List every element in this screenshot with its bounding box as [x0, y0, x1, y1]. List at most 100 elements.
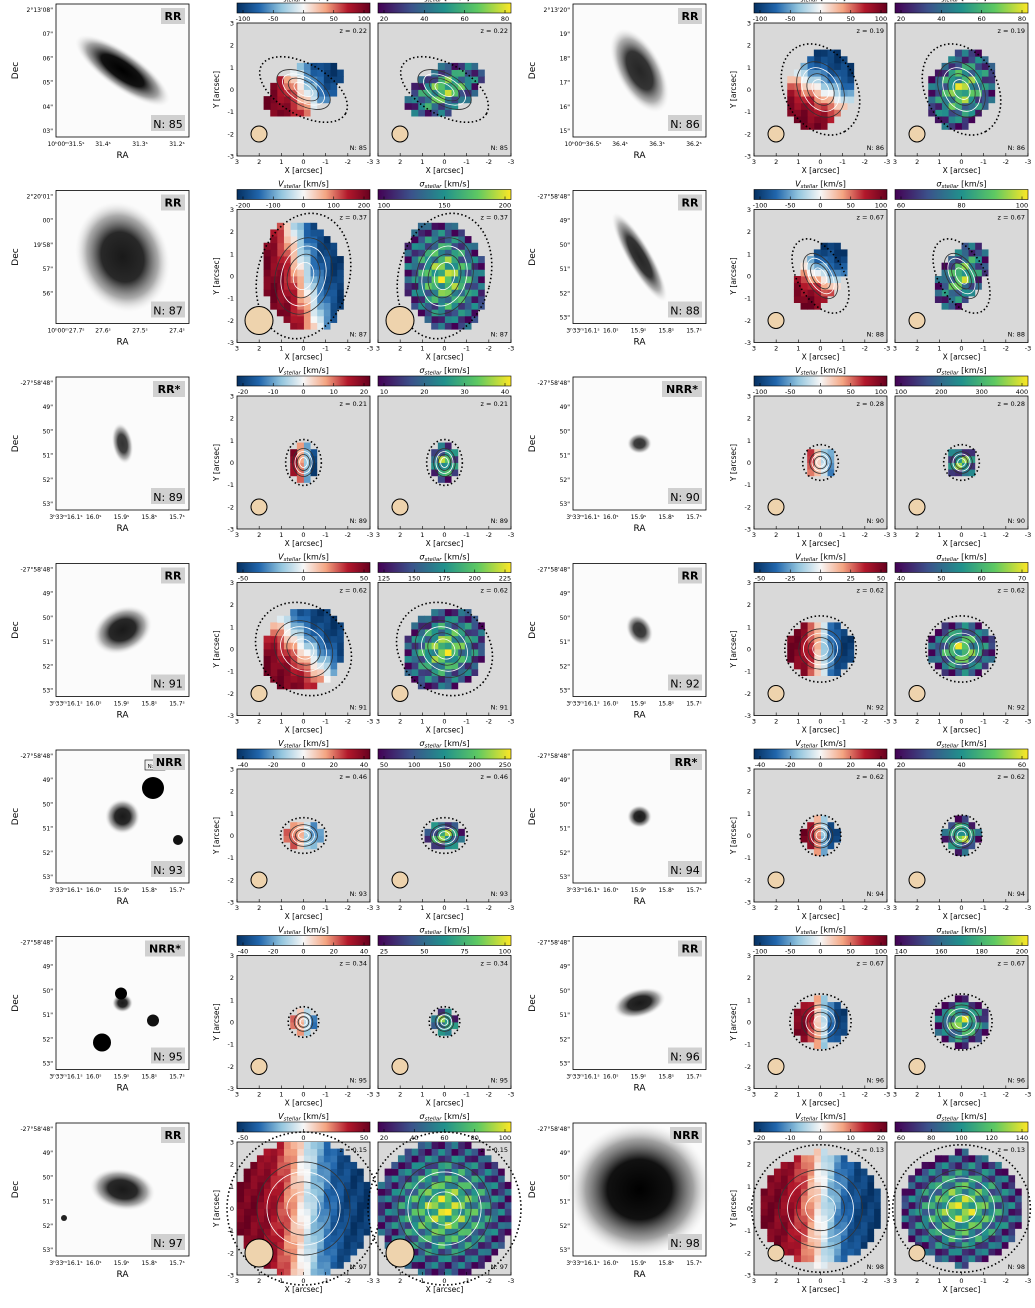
spaxel — [827, 1035, 835, 1043]
spaxel — [464, 262, 472, 270]
x-axis-label: X [arcsec] — [802, 353, 840, 362]
spaxel — [827, 1208, 835, 1216]
class-badge-bg — [161, 567, 185, 584]
spaxel — [457, 62, 465, 70]
spaxel — [343, 1228, 351, 1236]
spaxel — [464, 1201, 472, 1209]
x-tick-label: 1 — [420, 904, 424, 912]
spaxel — [793, 89, 801, 97]
spaxel — [276, 662, 284, 670]
spaxel — [397, 1181, 405, 1189]
spaxel — [974, 629, 982, 637]
psf-circle — [908, 1058, 926, 1075]
spaxel — [968, 1155, 976, 1163]
spaxel — [813, 269, 821, 277]
spaxel — [303, 256, 311, 264]
spaxel — [424, 229, 432, 237]
effective-radius-ellipse — [750, 1143, 891, 1274]
redshift-label: z = 0.13 — [857, 1146, 884, 1154]
spaxel — [847, 1188, 855, 1196]
spaxel — [350, 1228, 358, 1236]
spaxel — [263, 1221, 271, 1229]
colorbar-title: σstellar [km/s] — [419, 180, 469, 191]
spaxel — [767, 1228, 775, 1236]
flux-contour — [947, 73, 976, 106]
spaxel — [290, 1215, 298, 1223]
spaxel — [457, 1201, 465, 1209]
spaxel — [954, 1175, 962, 1183]
spaxel — [820, 69, 828, 77]
spaxel — [934, 642, 942, 650]
spaxel — [813, 69, 821, 77]
map-n-label: N: 96 — [867, 1077, 884, 1085]
x-axis-label: X [arcsec] — [943, 1099, 981, 1108]
spaxel — [457, 69, 465, 77]
spaxel — [793, 282, 801, 290]
x-tick-label: 3 — [376, 904, 380, 912]
spaxel — [464, 295, 472, 303]
redshift-label: z = 0.13 — [998, 1146, 1025, 1154]
colorbar-tick-label: -20 — [268, 948, 279, 956]
colorbar-tick-label: 100 — [499, 948, 511, 956]
spaxel — [934, 1201, 942, 1209]
spaxel — [243, 1195, 251, 1203]
spaxel — [941, 1248, 949, 1256]
spaxel — [800, 82, 808, 90]
ra-axis-label: RA — [633, 524, 646, 534]
spaxel — [451, 635, 459, 643]
spaxel — [296, 642, 304, 650]
colorbar-tick-label: -50 — [785, 948, 796, 956]
spaxel — [961, 1161, 969, 1169]
spaxel — [417, 229, 425, 237]
dec-tick-label: 05" — [43, 80, 54, 87]
spaxel — [424, 1261, 432, 1269]
flux-contour — [805, 1194, 836, 1223]
spaxel — [954, 622, 962, 630]
y-tick-label: -2 — [228, 1063, 234, 1071]
spaxel — [813, 96, 821, 104]
spaxel — [464, 1208, 472, 1216]
x-tick-label: 2 — [774, 531, 778, 539]
spaxel — [457, 835, 465, 843]
spaxel — [780, 1208, 788, 1216]
spaxel — [833, 1235, 841, 1243]
spaxel — [968, 102, 976, 110]
colorbar-tick-label: 70 — [1018, 575, 1026, 583]
spaxel — [934, 1228, 942, 1236]
spaxel — [290, 1201, 298, 1209]
spaxel — [948, 1208, 956, 1216]
spaxel — [296, 109, 304, 117]
spaxel — [310, 1221, 318, 1229]
x-tick-label: -2 — [862, 904, 868, 912]
n-badge-bg — [151, 1047, 185, 1064]
spaxel — [310, 249, 318, 257]
spaxel — [793, 82, 801, 90]
spaxel — [444, 102, 452, 110]
map-n-label: N: 89 — [350, 517, 367, 525]
spaxel — [270, 289, 278, 297]
x-tick-label: -3 — [367, 1091, 373, 1099]
x-tick-label: -2 — [486, 904, 492, 912]
spaxel — [840, 1175, 848, 1183]
spaxel — [451, 1022, 459, 1030]
spaxel — [431, 1201, 439, 1209]
spaxel — [451, 1201, 459, 1209]
spaxel — [237, 1181, 245, 1189]
spaxel — [954, 1208, 962, 1216]
spaxel — [961, 289, 969, 297]
effective-radius-ellipse — [395, 601, 494, 697]
spaxel — [941, 1255, 949, 1263]
spaxel — [437, 315, 445, 323]
spaxel — [391, 1215, 399, 1223]
n-badge-bg — [668, 674, 702, 691]
spaxel — [968, 835, 976, 843]
galaxy-blob — [75, 34, 170, 107]
spaxel — [437, 609, 445, 617]
spaxel — [954, 89, 962, 97]
y-tick-label: 1 — [747, 437, 751, 445]
x-tick-label: -2 — [862, 345, 868, 353]
flux-contour — [439, 831, 450, 840]
spaxel — [820, 815, 828, 823]
spaxel — [464, 282, 472, 290]
spaxel — [833, 102, 841, 110]
